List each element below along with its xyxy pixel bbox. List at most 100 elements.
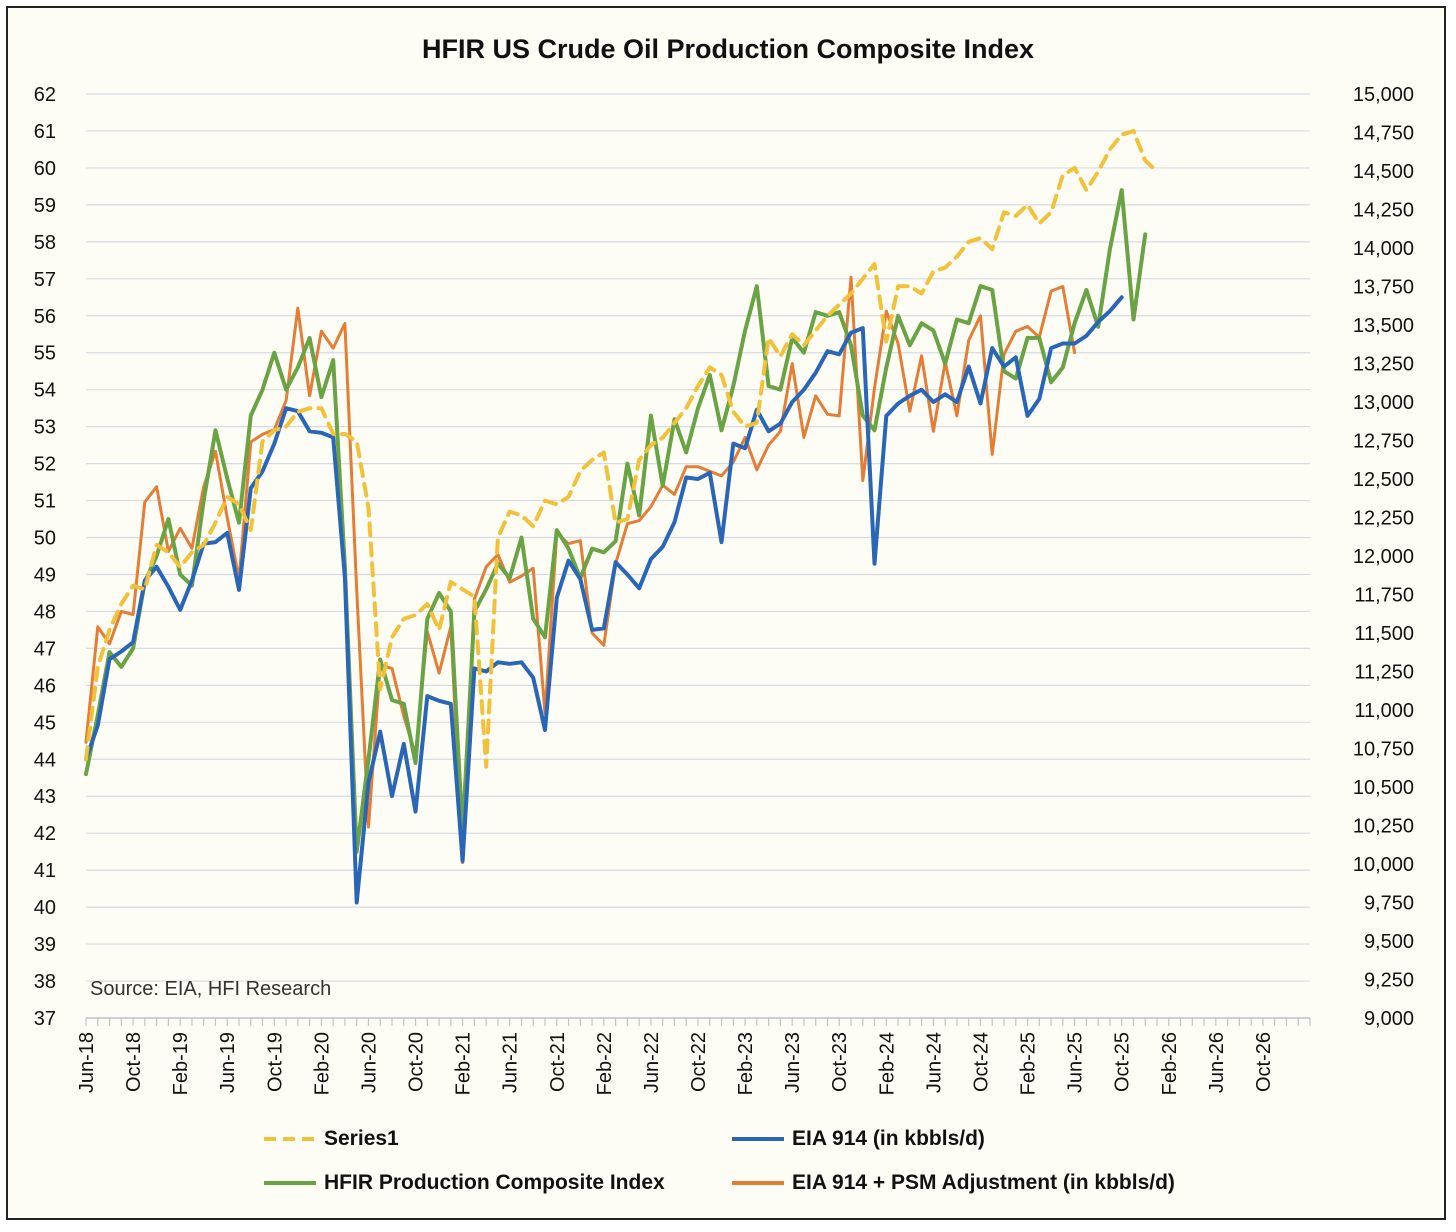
- right-tick-label: 14,500: [1353, 161, 1414, 183]
- legend-eia914-psm: EIA 914 + PSM Adjustment (in kbbls/d): [730, 1171, 1175, 1195]
- legend-hfir-index: HFIR Production Composite Index: [262, 1171, 665, 1195]
- x-tick-label: Oct-26: [1253, 1032, 1275, 1092]
- series-layer: [84, 129, 1159, 905]
- left-tick-label: 61: [34, 121, 56, 143]
- series-line-1: [84, 295, 1124, 905]
- x-tick-label: Jun-23: [782, 1032, 804, 1093]
- right-tick-label: 11,000: [1354, 700, 1414, 722]
- right-tick-label: 13,750: [1353, 277, 1414, 299]
- left-tick-label: 49: [34, 564, 56, 586]
- left-tick-label: 38: [34, 971, 56, 993]
- legend-label: EIA 914 + PSM Adjustment (in kbbls/d): [792, 1171, 1175, 1194]
- left-tick-label: 58: [34, 232, 56, 254]
- left-tick-label: 45: [34, 712, 56, 734]
- x-tick-label: Jun-25: [1065, 1032, 1087, 1093]
- x-tick-label: Oct-24: [970, 1032, 992, 1092]
- left-tick-label: 46: [34, 675, 56, 697]
- source-note: Source: EIA, HFI Research: [90, 978, 332, 1000]
- legend-series1: Series1: [262, 1127, 399, 1151]
- left-tick-label: 41: [34, 860, 56, 882]
- x-tick-label: Feb-19: [170, 1032, 192, 1095]
- left-axis-ticks: 37 38 39 40 41 42 43 44 45 46 47 48 49 50 51 52 53 54 55 56…: [34, 84, 56, 1030]
- x-tick-label: Feb-21: [453, 1032, 475, 1095]
- x-tick-label: Jun-21: [500, 1032, 522, 1093]
- legend-label: HFIR Production Composite Index: [324, 1171, 665, 1194]
- right-tick-label: 11,500: [1354, 623, 1414, 645]
- right-tick-label: 14,750: [1353, 123, 1414, 145]
- left-tick-label: 50: [34, 528, 56, 550]
- x-tick-label: Feb-20: [311, 1032, 333, 1095]
- gridlines: [86, 93, 1310, 1019]
- right-tick-label: 13,500: [1353, 315, 1414, 337]
- series-line-3: [84, 275, 1077, 864]
- series-line-2: [84, 188, 1148, 854]
- right-tick-label: 10,250: [1353, 816, 1414, 838]
- right-tick-label: 10,500: [1353, 777, 1414, 799]
- x-tick-label: Feb-25: [1018, 1032, 1040, 1095]
- left-tick-label: 54: [34, 380, 56, 402]
- right-tick-label: 10,750: [1353, 739, 1414, 761]
- right-tick-label: 12,500: [1353, 469, 1414, 491]
- legend-label: EIA 914 (in kbbls/d): [792, 1127, 985, 1150]
- right-tick-label: 15,000: [1353, 84, 1414, 106]
- legend-eia914: EIA 914 (in kbbls/d): [730, 1127, 985, 1151]
- x-tick-label: Feb-26: [1159, 1032, 1181, 1095]
- right-tick-label: 10,000: [1353, 854, 1414, 876]
- x-tick-label: Oct-20: [406, 1032, 428, 1092]
- left-tick-label: 48: [34, 601, 56, 623]
- right-tick-label: 9,000: [1364, 1008, 1414, 1030]
- right-tick-label: 9,500: [1364, 931, 1414, 953]
- x-tick-label: Jun-19: [217, 1032, 239, 1093]
- x-tick-label: Oct-21: [547, 1032, 569, 1092]
- legend-swatch-dashed: [264, 1137, 316, 1141]
- left-tick-label: 42: [34, 823, 56, 845]
- left-tick-label: 44: [34, 749, 56, 771]
- left-tick-label: 47: [34, 638, 56, 660]
- legend-swatch-line: [732, 1137, 784, 1141]
- left-tick-label: 40: [34, 897, 56, 919]
- right-tick-label: 11,750: [1354, 585, 1414, 607]
- right-tick-label: 12,250: [1353, 508, 1414, 530]
- x-tick-label: Feb-22: [594, 1032, 616, 1095]
- left-tick-label: 51: [34, 491, 56, 513]
- left-tick-label: 62: [34, 84, 56, 106]
- x-tick-label: Oct-18: [123, 1032, 145, 1092]
- right-tick-label: 14,250: [1353, 200, 1414, 222]
- x-tick-label: Oct-25: [1112, 1032, 1134, 1092]
- right-axis-ticks: 9,000 9,250 9,500 9,750 10,000 10,250 10,500 10…: [1353, 84, 1414, 1030]
- chart-title: HFIR US Crude Oil Production Composite I…: [421, 34, 1035, 64]
- right-tick-label: 9,250: [1364, 970, 1414, 992]
- left-tick-label: 53: [34, 417, 56, 439]
- x-tick-label: Feb-24: [876, 1032, 898, 1095]
- right-tick-label: 12,750: [1353, 431, 1414, 453]
- right-tick-label: 13,000: [1353, 392, 1414, 414]
- left-tick-label: 52: [34, 454, 56, 476]
- x-tick-label: Jun-24: [923, 1032, 945, 1093]
- legend-label: Series1: [324, 1127, 399, 1150]
- right-tick-label: 12,000: [1353, 546, 1414, 568]
- x-tick-label: Oct-23: [829, 1032, 851, 1092]
- right-tick-label: 11,250: [1354, 662, 1414, 684]
- left-tick-label: 59: [34, 195, 56, 217]
- left-tick-label: 56: [34, 306, 56, 328]
- x-tick-label: Oct-19: [264, 1032, 286, 1092]
- left-tick-label: 43: [34, 786, 56, 808]
- left-tick-label: 57: [34, 269, 56, 291]
- x-tick-label: Jun-22: [641, 1032, 663, 1093]
- right-tick-label: 9,750: [1364, 893, 1414, 915]
- left-tick-label: 55: [34, 343, 56, 365]
- left-tick-label: 37: [34, 1008, 56, 1030]
- right-tick-label: 14,000: [1353, 238, 1414, 260]
- x-axis-ticks: Jun-18 Oct-18 Feb-19 Jun-19 Oct-19 Feb-20 Jun-…: [76, 1018, 1311, 1095]
- legend-swatch-line: [732, 1181, 784, 1185]
- left-tick-label: 39: [34, 934, 56, 956]
- series-line-0: [84, 129, 1159, 769]
- legend-swatch-line: [264, 1181, 316, 1185]
- x-tick-label: Oct-22: [688, 1032, 710, 1092]
- x-tick-label: Jun-26: [1206, 1032, 1228, 1093]
- right-tick-label: 13,250: [1353, 354, 1414, 376]
- left-tick-label: 60: [34, 158, 56, 180]
- x-tick-label: Jun-18: [76, 1032, 98, 1093]
- x-tick-label: Jun-20: [358, 1032, 380, 1093]
